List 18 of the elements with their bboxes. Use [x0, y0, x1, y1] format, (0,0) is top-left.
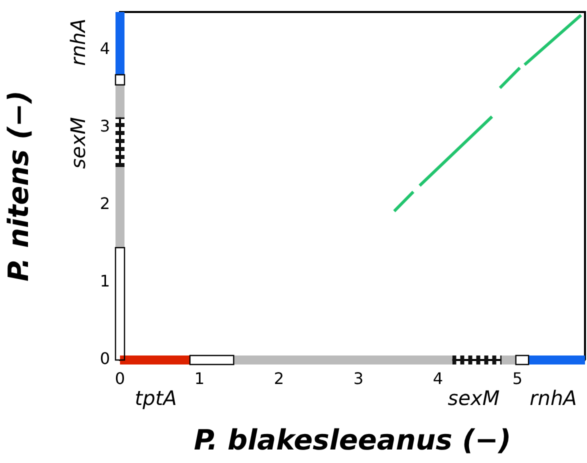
annotation: sexM [448, 386, 500, 410]
annotation: sexM [66, 117, 90, 169]
x-tick-label: 4 [432, 368, 444, 388]
y-tick-label: 3 [100, 116, 110, 136]
annotation: rnhA [66, 18, 90, 66]
annotation: rnhA [530, 386, 577, 410]
y-tick-label: 4 [100, 39, 110, 58]
x-tick-label: 5 [512, 368, 523, 388]
y-tick-label: 0 [100, 349, 110, 368]
y-tick-label: 1 [100, 272, 110, 291]
x-axis-title: P. blakesleeanus (−) [194, 423, 512, 456]
y-tick-label: 2 [100, 194, 110, 214]
x-tick-label: 2 [274, 368, 284, 388]
annotation: tptA [134, 386, 177, 410]
y-axis-title: P. nitens (−) [2, 90, 36, 282]
x-tick-label: 1 [194, 368, 205, 388]
x-tick-label: 3 [353, 368, 364, 388]
x-tick-label: 0 [114, 368, 126, 388]
